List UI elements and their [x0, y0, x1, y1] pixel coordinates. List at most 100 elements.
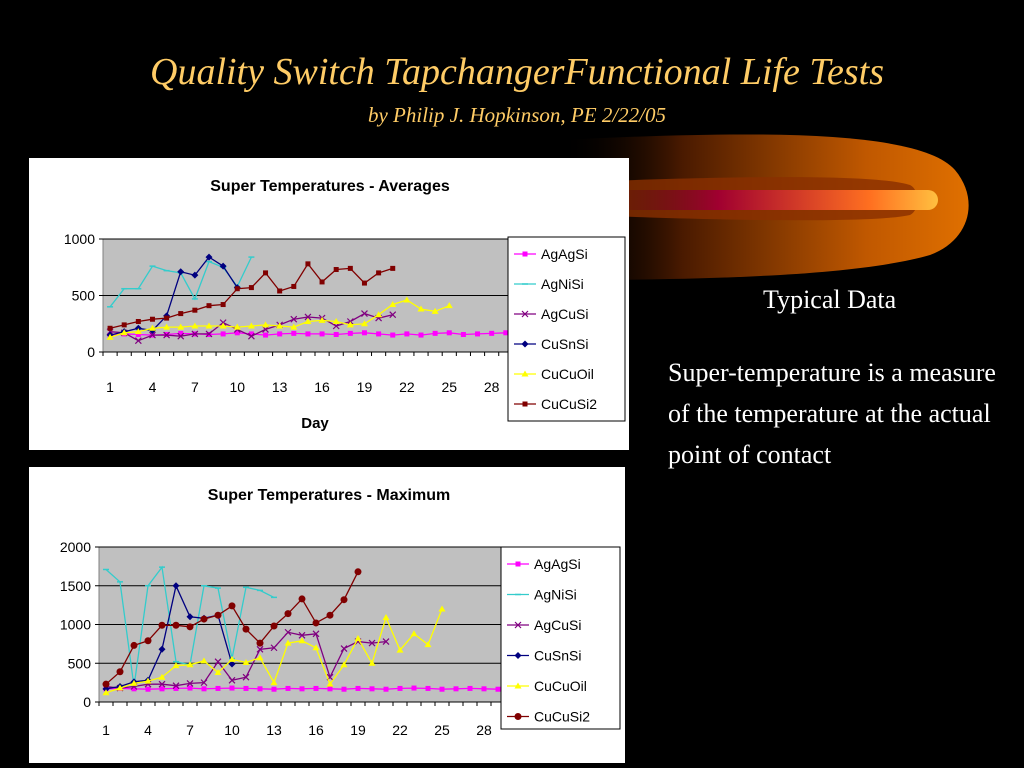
series-cucusi2 [107, 261, 396, 331]
data-point [326, 680, 334, 687]
legend-item-agagsi: AgAgSi [507, 556, 581, 572]
data-point [172, 682, 180, 690]
legend-label: AgAgSi [534, 556, 581, 572]
x-tick-label: 28 [476, 722, 492, 738]
data-point [149, 331, 156, 339]
data-point [263, 270, 269, 276]
data-point [220, 302, 226, 308]
data-point [228, 676, 236, 684]
data-point [228, 660, 236, 668]
legend-label: CuCuSi2 [534, 709, 590, 725]
data-point [256, 645, 264, 653]
data-point [346, 321, 354, 328]
x-tick-label: 19 [357, 379, 373, 395]
chart-panel-averages: Super Temperatures - Averages 0 500 1000 1 4 7… [29, 158, 629, 450]
data-point [390, 265, 396, 271]
data-point [262, 325, 269, 333]
data-point [192, 307, 198, 313]
chart-title: Super Temperatures - Averages [210, 178, 450, 195]
data-point [214, 669, 222, 676]
data-point [172, 621, 180, 629]
data-point [243, 685, 249, 691]
data-point [361, 310, 368, 318]
data-point [375, 311, 383, 318]
data-point [333, 267, 339, 273]
data-point [173, 685, 179, 691]
data-point [382, 638, 390, 645]
data-point [298, 637, 306, 644]
data-point [284, 610, 292, 618]
data-point [439, 686, 445, 692]
x-tick-label: 22 [392, 722, 408, 738]
data-point [158, 680, 166, 688]
data-point [319, 279, 325, 285]
data-point [304, 313, 312, 321]
legend-item-agcusi: AgCuSi [514, 306, 588, 322]
y-tick-label: 2000 [60, 539, 91, 555]
data-point [163, 331, 171, 339]
data-point [191, 322, 199, 329]
x-tick-label: 4 [149, 379, 157, 395]
data-point [121, 322, 127, 328]
data-point [425, 685, 431, 691]
data-point [215, 685, 221, 691]
legend-label: CuCuOil [534, 678, 587, 694]
averages-chart: Super Temperatures - Averages 0 500 1000 1 4 7… [64, 178, 626, 432]
data-point [340, 661, 348, 668]
x-tick-label: 13 [272, 379, 288, 395]
data-point [360, 320, 368, 327]
description-text: Super-temperature is a measure of the te… [668, 358, 996, 469]
data-point [368, 659, 376, 666]
data-point [102, 680, 110, 688]
data-point [205, 330, 213, 338]
data-point [158, 645, 166, 653]
series-cucusi2 [102, 568, 362, 688]
data-point [148, 324, 156, 331]
data-point [312, 630, 320, 638]
data-point [144, 637, 152, 645]
legend-box [500, 546, 621, 730]
typical-data-label: Typical Data [763, 285, 897, 314]
data-point [495, 686, 501, 692]
data-point [481, 686, 487, 692]
data-point [432, 330, 438, 336]
x-tick-label: 19 [350, 722, 366, 738]
data-point [186, 623, 194, 631]
data-point [438, 605, 446, 612]
data-point [172, 662, 180, 669]
data-point [270, 679, 278, 686]
data-point [446, 330, 452, 336]
y-tick-label: 0 [87, 344, 95, 360]
legend-label: CuSnSi [541, 336, 588, 352]
legend-marker [515, 561, 521, 567]
x-tick-label: 7 [186, 722, 194, 738]
data-point [191, 330, 199, 338]
y-tick-label: 500 [72, 288, 96, 304]
data-point [341, 686, 347, 692]
data-point [134, 337, 142, 345]
data-point [271, 686, 277, 692]
data-point [453, 686, 459, 692]
legend-marker [514, 713, 522, 720]
legend-item-agnisi: AgNiSi [514, 276, 584, 292]
legend-label: AgNiSi [541, 276, 584, 292]
data-point [178, 330, 184, 336]
data-point [163, 323, 171, 330]
data-point [201, 686, 207, 692]
legend-marker [514, 652, 522, 659]
legend-marker [521, 310, 529, 318]
chart-panel-maximum: Super Temperatures - Maximum 0 500 1000 1500… [29, 467, 625, 763]
legend-item-cucusi2: CuCuSi2 [514, 396, 597, 412]
data-point [178, 311, 184, 317]
data-point [149, 316, 155, 322]
legend-label: AgCuSi [534, 617, 581, 633]
data-point [340, 596, 348, 604]
data-point [247, 332, 255, 340]
data-point [284, 639, 292, 646]
legend-item-cucuoil: CuCuOil [507, 678, 587, 694]
data-point [305, 261, 311, 267]
data-point [299, 686, 305, 692]
x-tick-label: 22 [399, 379, 415, 395]
slide-subtitle: by Philip J. Hopkinson, PE 2/22/05 [367, 103, 667, 127]
data-point [233, 323, 241, 330]
